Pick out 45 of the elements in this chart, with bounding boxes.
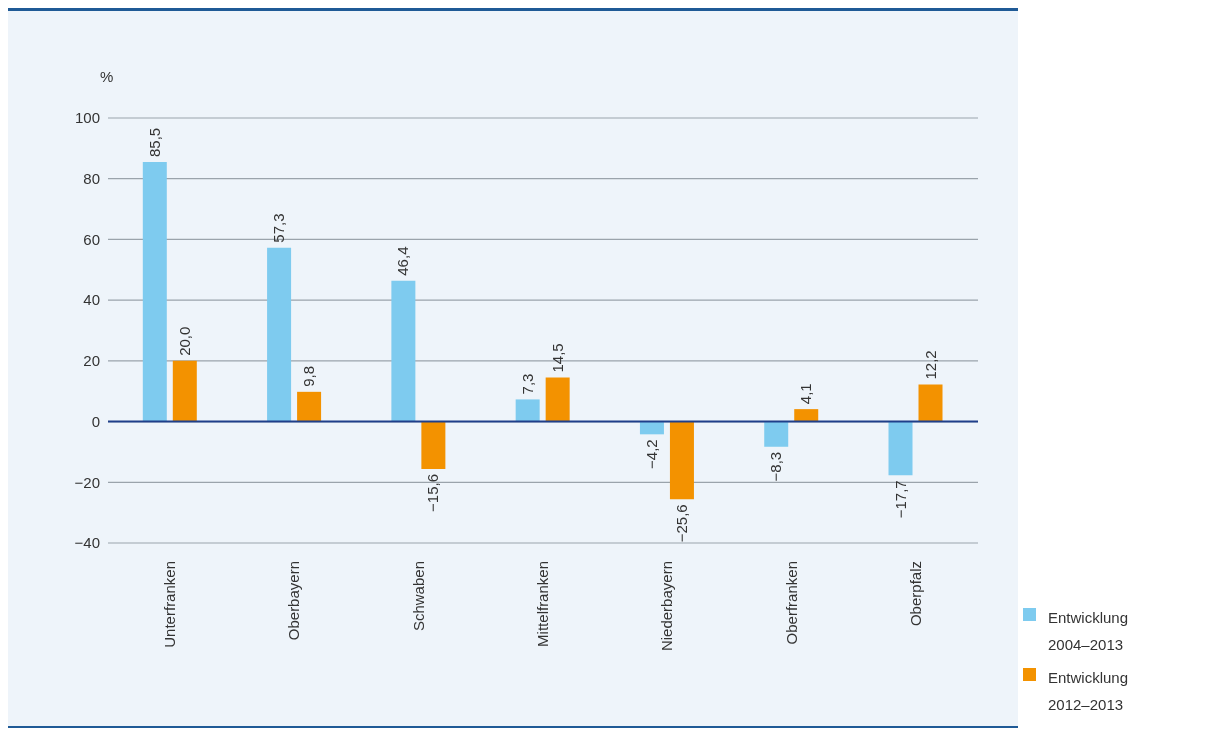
bar: [669, 421, 694, 500]
legend-label: Entwicklung 2004–2013: [1048, 608, 1130, 655]
x-tick-label: Niederbayern: [658, 561, 676, 652]
x-tick-label: Schwaben: [409, 561, 427, 632]
data-label: 7,3: [518, 373, 536, 395]
x-tick-label: Oberpfalz: [906, 561, 924, 627]
bar: [515, 399, 540, 422]
y-tick-label: −40: [74, 534, 100, 552]
data-label: 85,5: [145, 127, 163, 158]
bar: [142, 162, 167, 422]
data-label: −25,6: [672, 504, 690, 543]
y-axis-title: %: [100, 68, 114, 85]
bar: [297, 391, 322, 422]
bar: [888, 421, 913, 476]
bar: [794, 409, 819, 422]
data-label: 4,1: [797, 383, 815, 405]
data-label: 12,2: [921, 350, 939, 380]
data-label: 46,4: [394, 246, 412, 276]
bar: [172, 360, 197, 422]
bar: [267, 247, 292, 422]
y-tick-label: 0: [91, 412, 100, 430]
bar: [421, 421, 446, 469]
data-label: 9,8: [300, 365, 318, 387]
y-tick-label: 80: [83, 170, 100, 188]
x-tick-label: Mittelfranken: [534, 561, 551, 647]
data-label: 20,0: [175, 326, 193, 356]
bar: [545, 377, 570, 422]
data-label: −8,3: [767, 451, 785, 482]
y-tick-label: 40: [83, 291, 100, 309]
y-tick-label: 20: [83, 352, 100, 370]
data-label: −4,2: [642, 439, 660, 469]
data-label: 14,5: [548, 343, 566, 373]
data-label: −15,6: [424, 473, 442, 512]
bar: [391, 280, 416, 422]
legend-label: Entwicklung 2012–2013: [1048, 668, 1130, 715]
data-label: −17,7: [891, 480, 909, 519]
data-label: 57,3: [270, 213, 288, 243]
bar: [918, 384, 943, 422]
bar: [764, 421, 789, 447]
x-tick-label: Unterfranken: [161, 561, 179, 648]
y-tick-label: −20: [74, 473, 100, 491]
x-tick-label: Oberbayern: [285, 561, 303, 641]
x-tick-label: Oberfranken: [782, 561, 800, 645]
y-tick-label: 60: [83, 230, 100, 248]
y-tick-label: 100: [74, 109, 100, 127]
